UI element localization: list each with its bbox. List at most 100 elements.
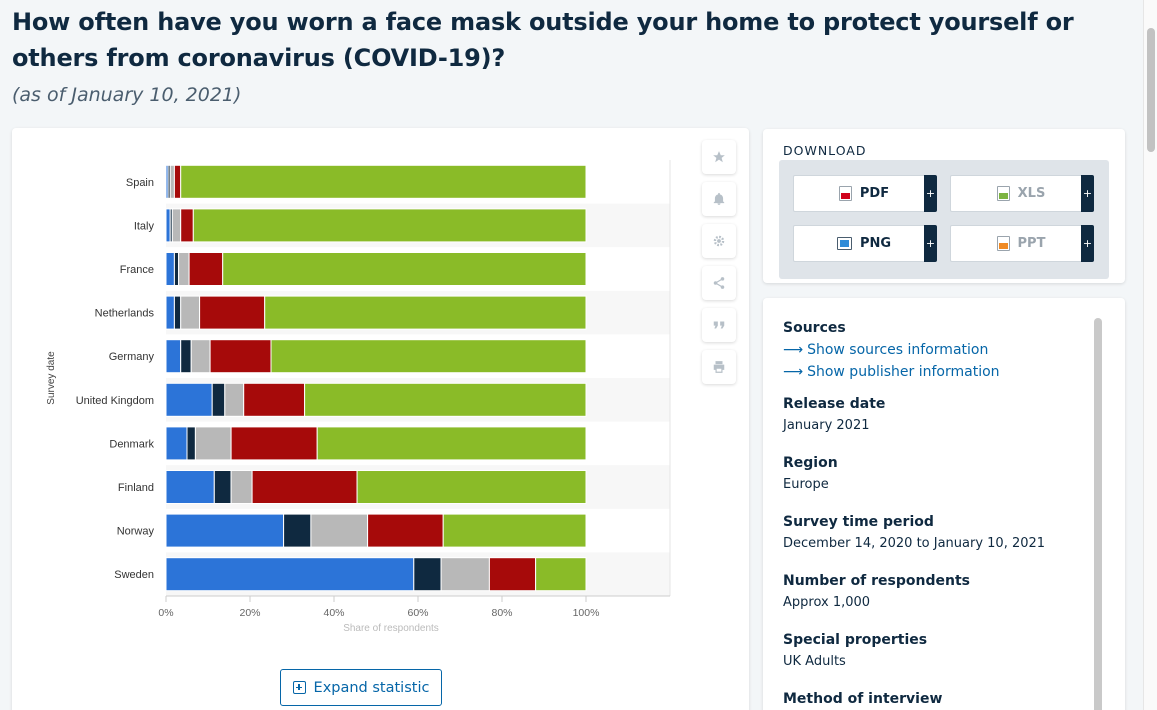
info-scrollbar[interactable] [1094, 318, 1102, 710]
bar-segment [264, 295, 587, 330]
bar-segment [243, 382, 306, 417]
download-pdf-button[interactable]: PDF [793, 175, 935, 212]
download-png-plus-button[interactable]: + [924, 225, 937, 262]
survey-period-value: December 14, 2020 to January 10, 2021 [783, 536, 1046, 551]
y-axis-title: Survey date [46, 351, 57, 405]
bar-segment [211, 382, 226, 417]
bar-segment [186, 426, 196, 461]
star-icon[interactable] [702, 140, 736, 174]
x-axis-title: Share of respondents [343, 623, 439, 634]
bar-segment [194, 426, 232, 461]
arrow-right-icon: ⟶ [783, 342, 804, 358]
bar-segment [413, 557, 442, 592]
category-label: Germany [109, 351, 155, 363]
x-tick-label: 0% [158, 607, 173, 619]
bar-segment [440, 557, 490, 592]
bar-segment [190, 339, 211, 374]
bar-segment [173, 164, 182, 199]
bar-segment [442, 513, 587, 548]
download-buttons: PDF + XLS + PNG + PPT + [779, 160, 1109, 279]
chart-card: Spain Italy France Netherlands Germany United… [12, 128, 749, 710]
bar-segment [180, 339, 192, 374]
ppt-file-icon [996, 236, 1010, 251]
pdf-file-icon [838, 186, 852, 201]
download-png-button[interactable]: PNG [793, 225, 935, 262]
quote-icon[interactable] [702, 308, 736, 342]
show-sources-link[interactable]: ⟶ Show sources information [783, 342, 1083, 358]
show-publisher-label: Show publisher information [807, 364, 1000, 380]
bar-segment [367, 513, 444, 548]
region-value: Europe [783, 477, 829, 492]
download-panel: DOWNLOAD PDF + XLS + PNG + PPT + [763, 129, 1125, 283]
respondents-heading: Number of respondents [783, 573, 970, 589]
category-label: Denmark [109, 438, 154, 450]
category-label: Sweden [114, 569, 154, 581]
expand-statistic-label: Expand statistic [313, 679, 430, 696]
category-label: France [120, 264, 154, 276]
bar-segment [224, 382, 245, 417]
download-ppt-button[interactable]: PPT [950, 225, 1092, 262]
category-label: United Kingdom [76, 395, 154, 407]
bar-segment [173, 295, 182, 330]
bar-segment [165, 513, 285, 548]
download-title: DOWNLOAD [783, 143, 867, 158]
bar-segment [180, 208, 194, 243]
download-xls-button[interactable]: XLS [950, 175, 1092, 212]
print-icon[interactable] [702, 350, 736, 384]
special-properties-value: UK Adults [783, 654, 846, 669]
chart-toolbar [702, 140, 736, 392]
bar-segment [213, 470, 232, 504]
bar-segment [316, 426, 587, 461]
bar-segment [169, 164, 175, 199]
bell-icon[interactable] [702, 182, 736, 216]
show-publisher-link[interactable]: ⟶ Show publisher information [783, 364, 1083, 380]
bar-segment [304, 382, 587, 417]
bar-segment [251, 470, 358, 504]
bar-segment [165, 470, 215, 504]
bar-segment [171, 208, 182, 243]
download-png-label: PNG [859, 236, 892, 251]
expand-statistic-button[interactable]: Expand statistic [280, 669, 442, 706]
xls-file-icon [996, 186, 1010, 201]
download-ppt-plus-button[interactable]: + [1081, 225, 1094, 262]
share-icon[interactable] [702, 266, 736, 300]
stacked-bar-chart: Spain Italy France Netherlands Germany United… [46, 160, 671, 634]
category-label: Finland [118, 482, 154, 494]
bar-segment [192, 208, 587, 243]
download-xls-plus-button[interactable]: + [1081, 175, 1094, 212]
bar-segment [222, 252, 587, 286]
bar-segment [209, 339, 272, 374]
page-subtitle: (as of January 10, 2021) [12, 84, 242, 106]
respondents-value: Approx 1,000 [783, 595, 871, 610]
region-heading: Region [783, 455, 838, 471]
category-label: Norway [117, 526, 155, 538]
category-label: Italy [134, 220, 155, 232]
release-date-value: January 2021 [783, 418, 870, 433]
gear-icon[interactable] [702, 224, 736, 258]
bar-segment [283, 513, 312, 548]
bar-segment [165, 557, 415, 592]
x-tick-label: 60% [407, 607, 428, 619]
bar-segment [165, 426, 188, 461]
arrow-right-icon: ⟶ [783, 364, 804, 380]
survey-period-heading: Survey time period [783, 514, 934, 530]
page-title: How often have you worn a face mask outs… [12, 8, 1074, 72]
special-properties-heading: Special properties [783, 632, 928, 648]
bar-segment [178, 252, 190, 286]
page-scrollbar[interactable] [1143, 0, 1157, 710]
bar-segment [165, 339, 182, 374]
bar-segment [180, 164, 587, 199]
bar-segment [165, 295, 175, 330]
method-heading: Method of interview [783, 691, 943, 707]
bar-segment [173, 252, 180, 286]
category-label: Netherlands [95, 308, 155, 320]
download-pdf-label: PDF [859, 186, 890, 201]
bar-segment [535, 557, 587, 592]
download-xls-label: XLS [1017, 186, 1046, 201]
png-file-icon [836, 237, 852, 250]
download-pdf-plus-button[interactable]: + [924, 175, 937, 212]
bar-segment [310, 513, 369, 548]
page-scrollbar-thumb[interactable] [1147, 28, 1155, 152]
bar-segment [188, 252, 224, 286]
x-tick-label: 80% [491, 607, 512, 619]
